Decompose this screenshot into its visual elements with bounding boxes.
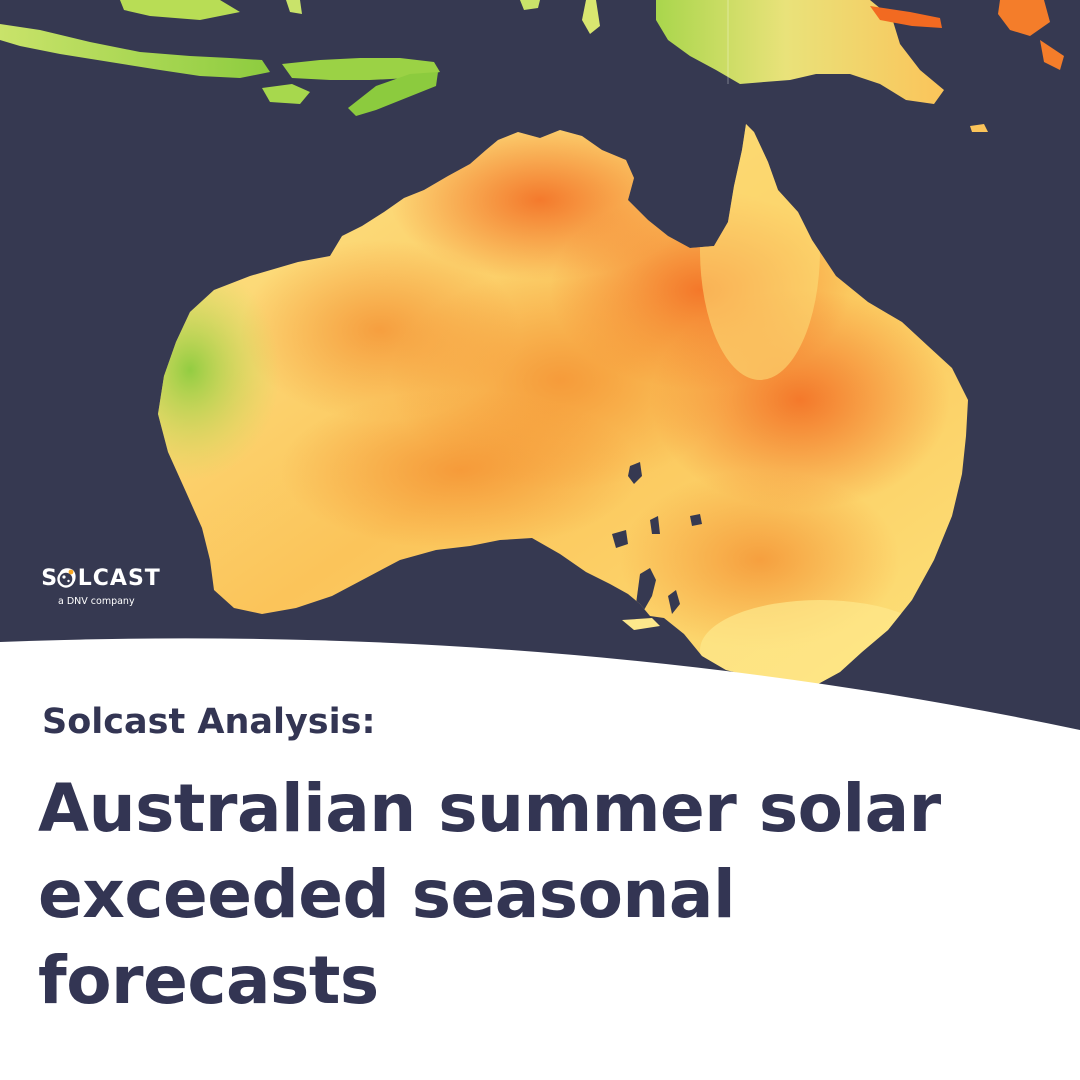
solar-irradiance-map: [0, 0, 1080, 760]
title-line: exceeded seasonal: [38, 856, 736, 933]
analysis-kicker: Solcast Analysis:: [42, 702, 376, 742]
brand-tagline: a DNV company: [58, 596, 135, 607]
sun-globe-icon: [57, 569, 75, 588]
page-title: Australian summer solar exceeded seasona…: [38, 766, 1068, 1024]
logo-wordmark: SOLCAST: [26, 566, 176, 592]
title-line: forecasts: [38, 942, 379, 1019]
brand-logo[interactable]: SOLCAST a DNV company: [26, 566, 176, 609]
title-line: Australian summer solar: [38, 770, 941, 847]
